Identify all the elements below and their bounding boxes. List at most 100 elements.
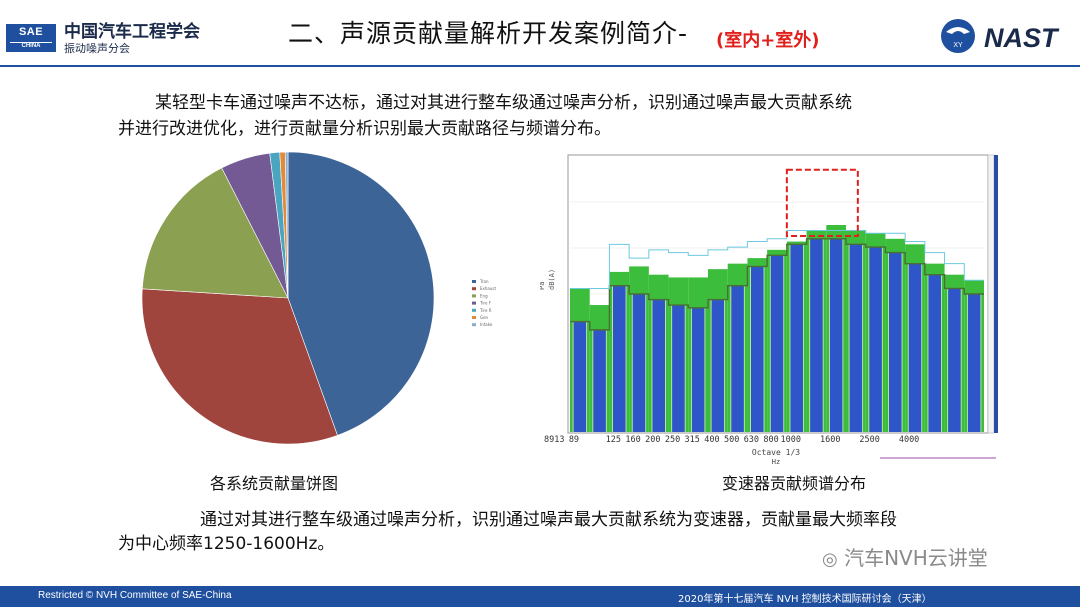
contribution-bar: [612, 285, 626, 432]
bar-hatch: [690, 307, 693, 432]
spectrum-caption: 变速器贡献频谱分布: [722, 474, 867, 493]
bar-hatch: [980, 294, 982, 432]
y-axis-label-line-1: Pa: [540, 282, 546, 290]
x-tick-label: 630: [744, 435, 759, 445]
legend-swatch: [472, 287, 476, 291]
legend-swatch: [472, 294, 476, 298]
nast-logo: XY NAST: [941, 19, 1060, 53]
pie-slice: [141, 167, 289, 299]
bar-hatch: [592, 329, 594, 432]
x-tick-label: 4000: [899, 435, 919, 445]
logo-top-text: SAE: [18, 26, 44, 38]
bar-hatch: [960, 288, 962, 432]
legend-swatch: [472, 323, 476, 327]
bar-hatch: [723, 299, 726, 432]
pie-caption: 各系统贡献量饼图: [210, 474, 339, 493]
intro-line-2: 并进行改进优化，进行贡献量分析识别最大贡献路径与频谱分布。: [118, 119, 611, 139]
header-divider: [0, 65, 1080, 67]
org-subtitle: 振动噪声分会: [64, 42, 130, 55]
bar-hatch: [750, 266, 752, 432]
pie-slice: [141, 288, 338, 445]
bar-hatch: [585, 321, 588, 432]
spectrum-chart: 89 125 160 200 250 315 400 500 630 800 1000 1600 250…: [540, 154, 998, 466]
bar-hatch: [907, 263, 910, 432]
x-tick-label: 500: [724, 435, 739, 445]
x-tick-label: 1000: [781, 435, 801, 445]
contribution-bar: [770, 255, 784, 432]
bar-hatch: [828, 238, 831, 432]
bar-hatch: [730, 285, 732, 432]
pie-chart: Tran Exhaust Eng Tire F Tire R Gen Intake: [141, 151, 497, 445]
bar-hatch: [789, 244, 791, 432]
contribution-bar: [691, 307, 705, 432]
bar-hatch: [644, 294, 647, 432]
bar-hatch: [848, 244, 850, 432]
x-tick-label: 89: [569, 435, 579, 445]
footer-bar: [0, 586, 1080, 607]
contribution-bar: [928, 274, 942, 432]
x-tick-label: 8913: [544, 435, 564, 445]
contribution-bar: [849, 244, 863, 432]
bar-hatch: [822, 238, 824, 432]
bar-hatch: [802, 244, 804, 432]
slide-title: 二、声源贡献量解析开发案例简介-: [288, 19, 689, 48]
contribution-bar: [632, 294, 646, 432]
x-tick-label: 1600: [820, 435, 840, 445]
bar-hatch: [940, 274, 942, 432]
bar-hatch: [809, 238, 811, 432]
bar-hatch: [881, 247, 883, 432]
bar-hatch: [605, 329, 607, 432]
bar-hatch: [947, 288, 949, 432]
x-tick-label: 125: [606, 435, 621, 445]
legend-swatch: [472, 301, 476, 305]
contribution-bar: [810, 238, 823, 432]
footer-conference: 2020年第十七届汽车 NVH 控制技术国际研讨会（天津）: [678, 594, 932, 605]
pie-slice: [287, 151, 435, 436]
contribution-bar: [869, 247, 882, 432]
contribution-bar: [652, 299, 666, 432]
wechat-watermark: ◎ 汽车NVH云讲堂: [822, 542, 988, 571]
bar-hatch: [572, 321, 574, 432]
x-tick-label: 200: [645, 435, 660, 445]
legend-label: Tire F: [479, 301, 492, 306]
x-tick-label: 400: [704, 435, 719, 445]
slide-title-accent: (室内+室外): [716, 30, 820, 51]
bar-hatch: [612, 285, 614, 432]
bar-hatch: [651, 299, 653, 432]
x-tick-label: 315: [685, 435, 700, 445]
x-tick-label: 160: [625, 435, 640, 445]
contribution-bar: [948, 288, 961, 432]
y-axis-label-line-2: dB(A): [548, 269, 556, 290]
contribution-bar: [888, 252, 902, 432]
bar-hatch: [966, 294, 969, 432]
bar-hatch: [842, 238, 844, 432]
contribution-bar: [573, 321, 587, 432]
contribution-bar: [750, 266, 764, 432]
legend-swatch: [472, 316, 476, 319]
legend-label: Gen: [480, 315, 489, 320]
right-color-strip: [994, 155, 998, 433]
bar-hatch: [710, 299, 712, 432]
bar-hatch: [631, 294, 634, 432]
x-tick-label: 250: [665, 435, 680, 445]
conclusion-line-2: 为中心频率1250-1600Hz。: [118, 534, 335, 554]
x-axis-label-line-2: Hz: [772, 458, 780, 466]
org-name: 中国汽车工程学会: [64, 22, 200, 42]
contribution-bar: [593, 329, 606, 432]
legend-label: Eng: [480, 293, 488, 298]
contribution-bar: [731, 285, 744, 432]
bar-hatch: [901, 252, 903, 432]
contribution-bar: [711, 299, 725, 432]
intro-line-1: 某轻型卡车通过噪声不达标，通过对其进行整车级通过噪声分析，识别通过噪声最大贡献系…: [155, 93, 852, 113]
footer-copyright: Restricted © NVH Committee of SAE-China: [38, 590, 232, 601]
bar-hatch: [868, 247, 870, 432]
pie-slice: [284, 151, 289, 299]
bar-hatch: [782, 255, 785, 432]
nast-logo-mark: [941, 19, 975, 53]
right-scrollbar[interactable]: [987, 154, 995, 434]
legend-label: Exhaust: [480, 286, 497, 291]
bar-hatch: [743, 285, 745, 432]
bar-hatch: [769, 255, 772, 432]
sae-china-logo: SAE CHINA: [6, 24, 56, 52]
watermark-text: 汽车NVH云讲堂: [844, 546, 988, 570]
